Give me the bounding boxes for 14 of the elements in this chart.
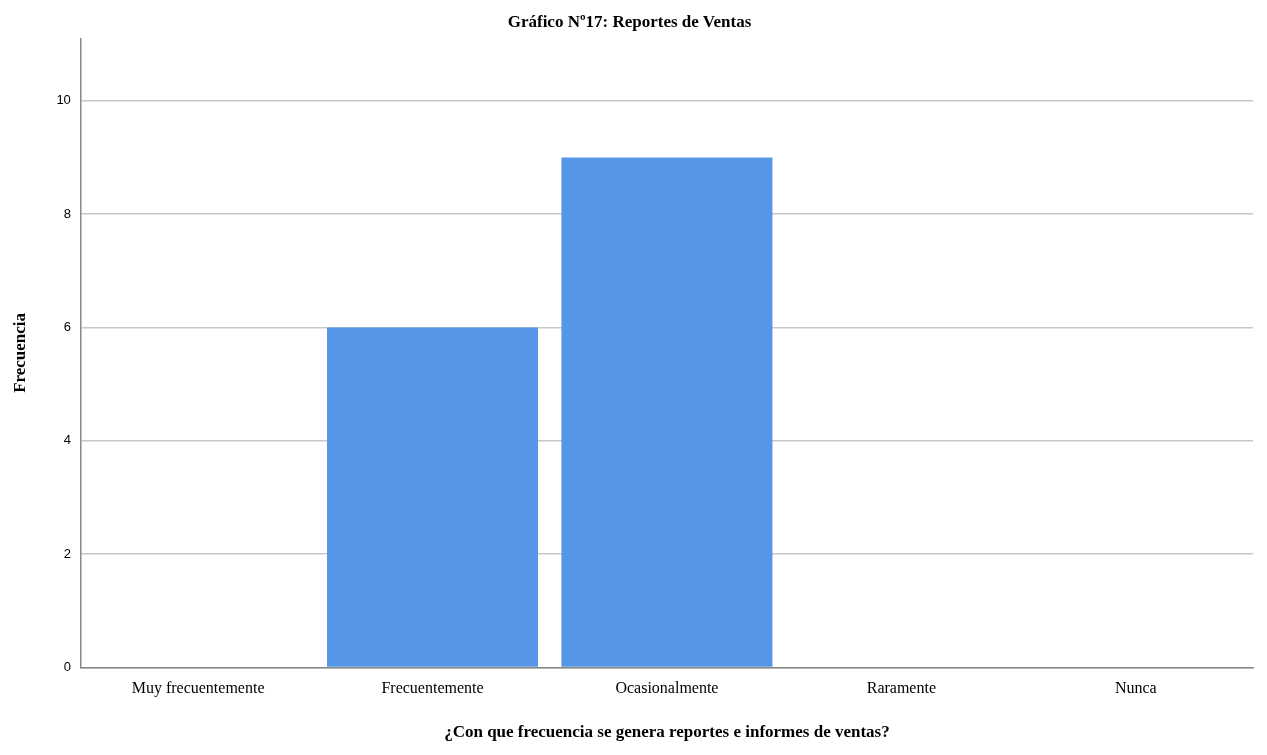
x-tick-label: Ocasionalmente: [615, 679, 719, 697]
x-tick-label: Muy frecuentemente: [131, 679, 265, 698]
y-tick-label: 0: [63, 658, 71, 674]
y-axis-title: Frecuencia: [9, 312, 29, 393]
x-tick-label: Frecuentemente: [381, 679, 484, 697]
y-tick-label: 4: [63, 432, 71, 448]
x-tick-label: Raramente: [866, 679, 937, 697]
x-tick-label: Nunca: [1114, 679, 1157, 697]
y-tick-label: 10: [56, 92, 71, 108]
chart-title: Gráfico Nº17: Reportes de Ventas: [507, 11, 752, 31]
x-axis-title: ¿Con que frecuencia se genera reportes e informes de ventas?: [444, 722, 890, 742]
y-tick-label: 8: [63, 205, 71, 221]
y-tick-label: 6: [63, 318, 71, 334]
y-tick-label: 2: [63, 545, 71, 561]
